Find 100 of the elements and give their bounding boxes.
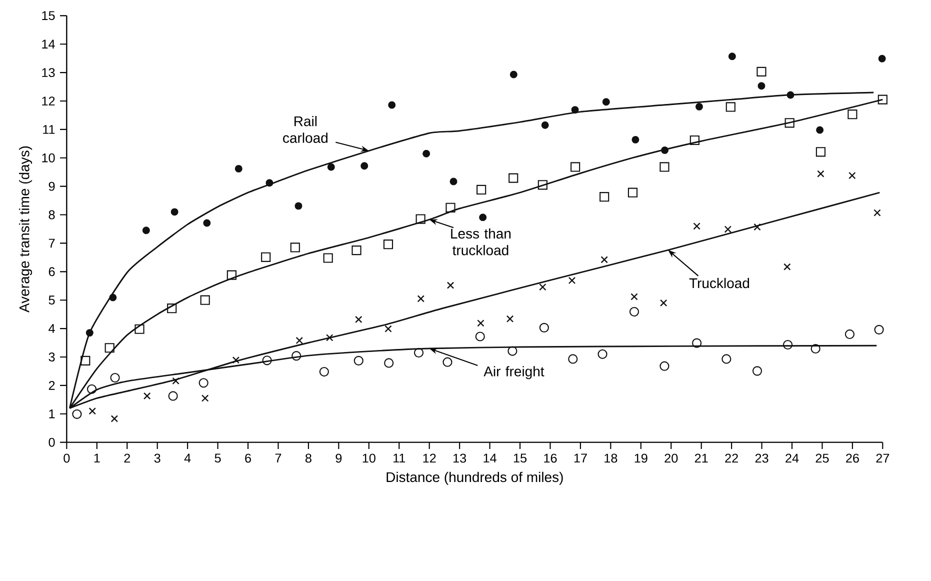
point <box>693 222 700 230</box>
point <box>878 94 888 104</box>
point <box>446 282 454 289</box>
point <box>506 315 514 322</box>
x-tick-label: 7 <box>275 454 282 462</box>
point <box>384 358 394 368</box>
x-tick-label: 0 <box>64 454 70 463</box>
point <box>628 188 638 198</box>
x-tick-label: 21 <box>694 454 708 463</box>
x-tick-label: 12 <box>423 454 436 463</box>
point <box>539 283 546 291</box>
point <box>384 325 392 332</box>
series-label: Air freight <box>484 366 544 380</box>
point <box>327 163 335 171</box>
point <box>541 121 549 129</box>
y-tick-label: 14 <box>42 40 55 48</box>
point <box>110 415 118 422</box>
point <box>417 295 424 302</box>
point <box>414 348 424 358</box>
point <box>660 162 670 172</box>
point <box>724 226 732 233</box>
x-tick-label: 18 <box>604 454 618 463</box>
point <box>326 334 334 342</box>
x-tick-label: 1 <box>94 454 100 462</box>
point <box>726 102 736 112</box>
point <box>446 202 456 212</box>
point <box>290 242 300 252</box>
x-tick-label: 17 <box>574 454 587 462</box>
point <box>848 110 858 120</box>
point <box>844 329 855 340</box>
x-tick-label: 16 <box>544 454 557 463</box>
y-tick-label: 2 <box>48 381 55 390</box>
point <box>510 70 518 78</box>
point <box>72 409 82 419</box>
point <box>784 118 794 128</box>
point <box>200 295 210 305</box>
point <box>292 351 302 361</box>
point <box>172 377 180 384</box>
y-tick-label: 13 <box>42 68 55 78</box>
point <box>598 349 608 359</box>
point <box>848 172 856 180</box>
y-tick-label: 6 <box>48 267 55 276</box>
text: Truckload <box>689 278 750 288</box>
point <box>354 356 364 366</box>
point <box>167 304 177 314</box>
point <box>355 316 362 324</box>
x-tick-label: 6 <box>245 454 251 463</box>
point <box>86 384 97 394</box>
y-axis-title: Average transit time (days) <box>19 146 32 312</box>
y-tick-label: 1 <box>49 410 55 418</box>
point <box>170 208 178 216</box>
point <box>810 344 820 354</box>
x-tick-label: 23 <box>755 454 768 463</box>
point <box>629 306 640 317</box>
x-tick-label: 10 <box>362 454 376 463</box>
series-label: Rail carload <box>283 116 328 143</box>
point <box>695 102 703 110</box>
point <box>756 66 766 76</box>
point <box>104 343 114 353</box>
x-tick-label: 14 <box>484 454 496 462</box>
point <box>784 263 791 270</box>
y-tick-label: 12 <box>42 96 55 106</box>
point <box>450 178 458 186</box>
x-tick-label: 22 <box>725 454 738 463</box>
point <box>352 246 362 256</box>
point <box>571 106 579 114</box>
point <box>109 294 117 302</box>
point <box>232 356 240 364</box>
point <box>660 361 670 371</box>
x-tick-label: 3 <box>154 454 160 463</box>
point <box>294 202 302 210</box>
y-tick-label: 4 <box>48 324 55 333</box>
point <box>198 378 208 388</box>
point <box>538 180 548 190</box>
point <box>692 338 702 348</box>
point <box>476 184 486 195</box>
point <box>86 329 94 337</box>
point <box>660 299 668 307</box>
y-tick-label: 5 <box>48 296 55 305</box>
point <box>690 135 700 146</box>
point <box>878 54 886 62</box>
x-axis-title: Distance (hundreds of miles) <box>386 472 563 485</box>
point <box>234 164 242 172</box>
point <box>630 293 638 300</box>
y-tick-label: 15 <box>42 11 55 20</box>
point <box>539 322 549 332</box>
point <box>477 320 484 327</box>
point <box>203 219 211 227</box>
x-tick-label: 8 <box>305 454 312 463</box>
point <box>508 173 518 183</box>
y-tick-label: 9 <box>48 182 55 191</box>
point <box>817 170 824 178</box>
y-tick-label: 8 <box>48 210 55 220</box>
point <box>600 256 608 264</box>
y-tick-label: 0 <box>48 438 55 447</box>
x-tick-label: 19 <box>634 454 648 463</box>
point <box>754 223 761 231</box>
point <box>722 354 732 364</box>
point <box>661 146 669 154</box>
point <box>142 226 150 234</box>
